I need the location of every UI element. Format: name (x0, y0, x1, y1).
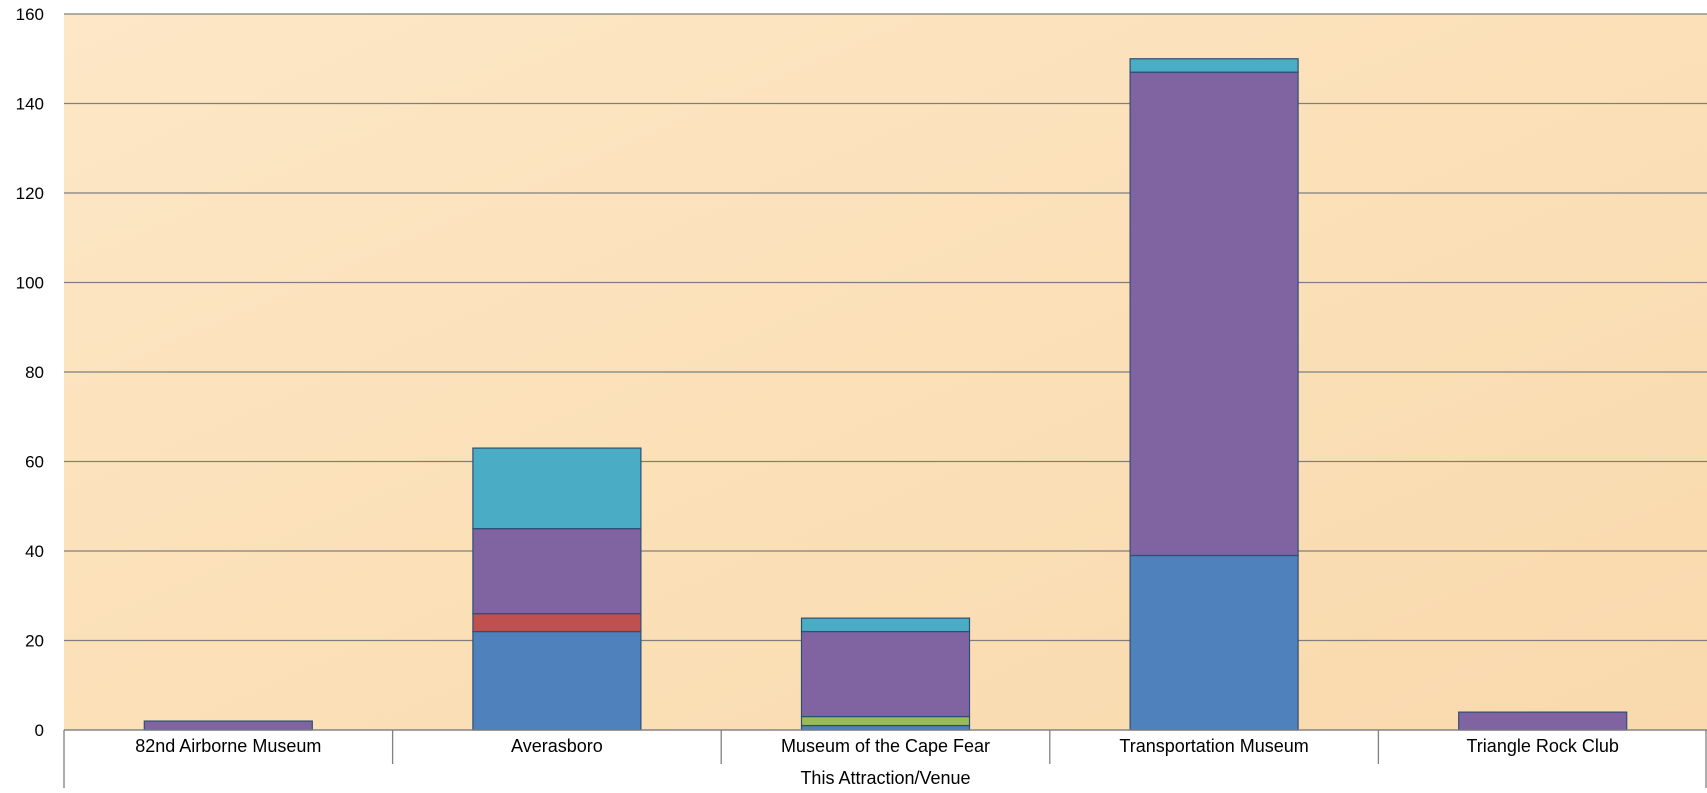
x-tick-label: Transportation Museum (1119, 736, 1308, 756)
bar-segment (472, 528, 642, 615)
x-tick-label: Averasboro (511, 736, 603, 756)
bar-segment (800, 617, 971, 633)
bar-segment (143, 720, 313, 731)
y-tick-label: 60 (25, 453, 44, 472)
bar-segment (800, 630, 971, 718)
bar-segment (800, 715, 971, 727)
bars (143, 58, 1628, 731)
x-axis-title: This Attraction/Venue (800, 768, 970, 788)
bar-segment (1458, 711, 1628, 731)
x-tick-label: Triangle Rock Club (1466, 736, 1618, 756)
bar-segment (1129, 554, 1299, 731)
bar-segment (800, 724, 971, 731)
y-tick-label: 0 (35, 721, 44, 740)
bar-segment (472, 630, 642, 731)
y-tick-label: 120 (16, 184, 44, 203)
y-tick-label: 20 (25, 632, 44, 651)
y-tick-label: 40 (25, 542, 44, 561)
y-axis-tick-labels: 0 20 40 60 80 100 120 140 160 (16, 5, 44, 740)
y-tick-label: 80 (25, 363, 44, 382)
y-tick-label: 160 (16, 5, 44, 24)
x-tick-label: Museum of the Cape Fear (781, 736, 990, 756)
x-tick-label: 82nd Airborne Museum (135, 736, 321, 756)
bar-segment (472, 447, 642, 530)
y-tick-label: 100 (16, 274, 44, 293)
y-tick-label: 140 (16, 95, 44, 114)
bar-segment (472, 613, 642, 633)
bar-segment (1129, 58, 1299, 73)
x-axis: 82nd Airborne Museum Averasboro Museum of … (63, 729, 1707, 788)
bar-segment (1129, 71, 1299, 557)
